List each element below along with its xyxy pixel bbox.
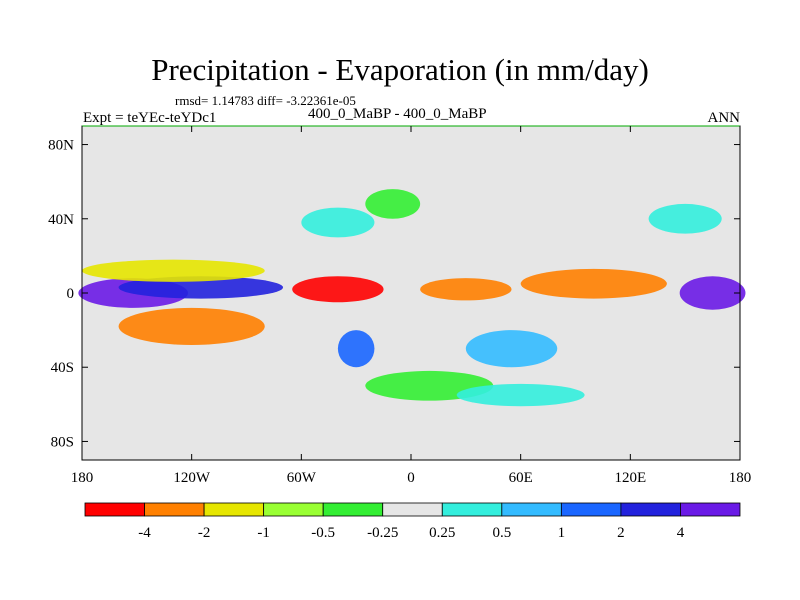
colorbar-label: 2 — [617, 525, 625, 541]
region-west-pacific-warm-pool — [679, 276, 746, 310]
y-tick-label: 40S — [51, 360, 74, 376]
colorbar-swatch — [441, 502, 503, 517]
colorbar-label: 0.5 — [492, 525, 511, 541]
x-tick-label: 180 — [729, 470, 752, 486]
colorbar-swatch — [560, 502, 622, 517]
colorbar-swatch — [382, 502, 443, 517]
x-tick-label: 0 — [407, 470, 415, 486]
region-indian-ocean-dry — [520, 268, 667, 299]
subtitle-label: 400_0_MaBP - 400_0_MaBP — [308, 106, 487, 122]
colorbar-swatch — [144, 502, 205, 517]
colorbar-label: 0.25 — [429, 525, 455, 541]
season-label: ANN — [707, 110, 741, 126]
region-south-indian-wet — [465, 330, 558, 368]
y-tick-label: 80S — [51, 434, 74, 450]
colorbar-swatch — [322, 502, 384, 517]
colorbar-swatch — [263, 502, 324, 517]
region-equatorial-africa-dry — [420, 278, 512, 301]
colorbar-label: -0.5 — [311, 525, 335, 541]
colorbar-label: 4 — [677, 525, 685, 541]
colorbar-swatch — [620, 502, 681, 517]
colorbar-label: -0.25 — [367, 525, 398, 541]
colorbar-swatch — [501, 502, 562, 517]
y-tick-label: 40N — [48, 212, 74, 228]
x-tick-label: 120W — [173, 470, 211, 486]
region-north-pacific-storm — [648, 203, 722, 234]
colorbar-label: 1 — [558, 525, 566, 541]
region-south-atlantic-wet — [337, 330, 375, 368]
region-pacific-equatorial-core — [118, 276, 284, 299]
colorbar-swatch — [680, 502, 741, 517]
experiment-label: Expt = teYEc-teYDc1 — [83, 110, 217, 126]
colorbar-label: -4 — [138, 525, 151, 541]
chart-title: Precipitation - Evaporation (in mm/day) — [151, 52, 649, 87]
colorbar-label: -2 — [198, 525, 211, 541]
region-south-pacific-dry — [118, 307, 265, 345]
colorbar-swatch — [84, 502, 145, 517]
region-southern-ocean-wet — [456, 383, 585, 407]
region-north-polar-mid — [365, 189, 421, 219]
region-north-atlantic-storm — [301, 207, 375, 238]
colorbar-label: -1 — [257, 525, 270, 541]
x-tick-label: 180 — [71, 470, 94, 486]
stats-text: rmsd= 1.14783 diff= -3.22361e-05 — [175, 93, 356, 108]
x-tick-label: 120E — [614, 470, 646, 486]
x-tick-label: 60E — [509, 470, 533, 486]
colorbar-swatch — [203, 502, 265, 517]
x-tick-label: 60W — [287, 470, 317, 486]
y-tick-label: 0 — [67, 286, 75, 302]
region-equatorial-atlantic-dry — [292, 276, 384, 303]
region-north-pacific-itcz — [82, 259, 265, 282]
y-tick-label: 80N — [48, 138, 74, 154]
